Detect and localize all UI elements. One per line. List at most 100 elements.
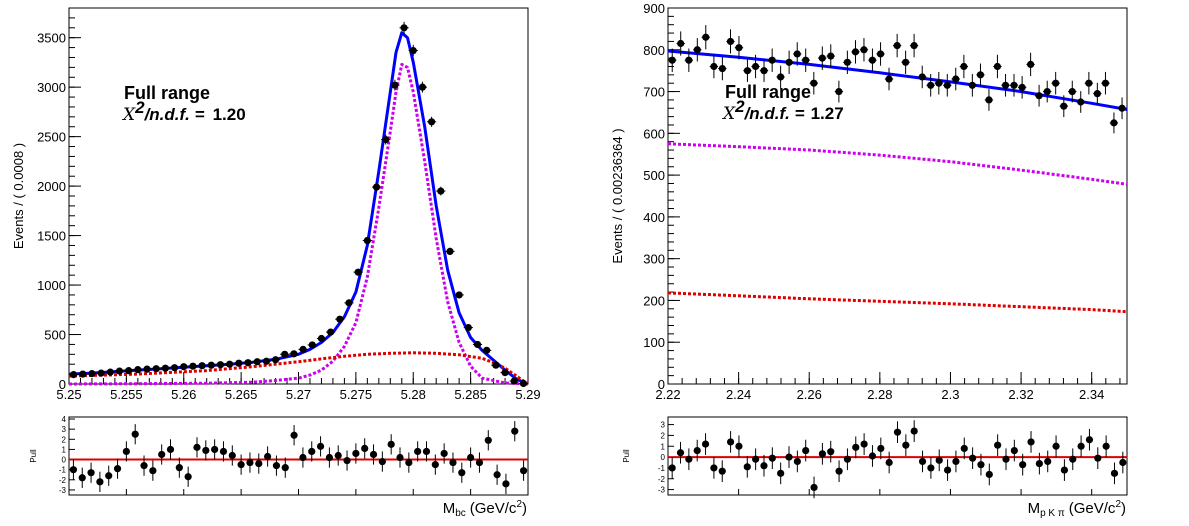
right-x-tick-label: 2.24 — [726, 387, 751, 402]
right-data-point — [693, 46, 701, 54]
right-pull-y-tick-label: 1 — [661, 442, 666, 451]
right-pull-point — [1019, 461, 1027, 469]
right-pull-point — [810, 483, 818, 492]
right-data-point — [1010, 81, 1018, 89]
right-y-tick-label: 600 — [643, 126, 665, 141]
right-pull-point — [843, 455, 852, 463]
right-x-tick-label: 2.3 — [941, 387, 959, 402]
right-pull-point — [893, 428, 902, 436]
left-data-point — [336, 315, 344, 323]
right-data-point — [851, 48, 860, 56]
left-data-point — [317, 334, 326, 343]
left-y-tick-label: 2500 — [37, 130, 66, 145]
right-data-point — [685, 56, 693, 64]
left-data-point — [189, 362, 197, 370]
left-pull-point — [149, 467, 157, 475]
right-data-point — [1118, 104, 1126, 112]
left-pull-point — [369, 450, 378, 459]
left-pull-point — [69, 466, 78, 474]
left-pull-point — [131, 430, 139, 438]
left-pull-y-tick-label: -3 — [59, 486, 67, 495]
right-pull-point — [777, 469, 785, 477]
right-pull-point — [918, 457, 927, 466]
left-data-point — [125, 367, 133, 375]
right-data-point — [827, 52, 835, 60]
right-pull-point — [1119, 458, 1127, 467]
right-data-point — [710, 62, 718, 71]
left-data-point — [271, 356, 280, 364]
right-pull-point — [793, 457, 801, 466]
left-pull-point — [440, 449, 448, 458]
left-x-tick-label: 5.29 — [515, 387, 540, 402]
left-pull-point — [122, 447, 130, 456]
right-pull-point — [685, 455, 693, 463]
left-pull-point — [458, 469, 466, 477]
right-pull-point — [1010, 446, 1018, 455]
left-data-point — [501, 369, 509, 377]
right-data-point — [760, 67, 768, 75]
left-data-point — [290, 350, 298, 358]
left-pull-point — [105, 472, 113, 480]
left-pull-point — [422, 447, 431, 456]
left-data-point — [281, 350, 289, 358]
right-pull-point — [1002, 455, 1010, 463]
right-data-point — [902, 58, 910, 66]
left-pull-point — [228, 451, 236, 460]
left-data-point — [391, 81, 399, 89]
right-pull-y-tick-label: 3 — [661, 421, 666, 430]
left-y-tick-label: 3500 — [37, 31, 66, 46]
left-pull-point — [396, 453, 404, 462]
left-pull-point — [493, 471, 501, 479]
left-y-axis-label: Events / ( 0.0008 ) — [11, 143, 26, 249]
right-pull-point — [994, 441, 1002, 449]
right-pull-point — [868, 452, 877, 460]
right-data-point — [927, 81, 935, 89]
left-data-point — [180, 363, 188, 371]
right-y-tick-label: 700 — [643, 85, 665, 100]
left-pull-point — [387, 440, 395, 448]
left-x-tick-label: 5.275 — [340, 387, 373, 402]
left-data-point — [143, 365, 151, 373]
left-pull-point — [96, 478, 104, 486]
right-pull-point — [726, 438, 735, 446]
left-pull-point — [87, 469, 95, 477]
left-pull-point — [158, 450, 166, 459]
right-data-point — [751, 62, 760, 71]
right-background-curve — [667, 291, 1128, 314]
left-pull-point — [343, 456, 351, 465]
right-annotation-title: Full range — [725, 82, 811, 102]
left-annotation-title: Full range — [124, 83, 210, 103]
right-x-tick-label: 2.32 — [1008, 387, 1033, 402]
right-pull-y-tick-label: -3 — [658, 486, 666, 495]
left-pull-point — [246, 458, 254, 467]
left-data-point — [253, 358, 261, 366]
right-data-point — [677, 39, 685, 48]
left-pull-point — [449, 458, 457, 467]
right-pull-point — [1077, 442, 1085, 450]
right-main-marks: 0 100 200 300 400 500 600 700 800 900 2.22 2.24 2.26… — [643, 1, 1128, 402]
left-data-point — [115, 367, 124, 375]
left-main-marks: 0 500 1000 1500 2000 2500 3000 3500 5.25 5.255 5.2… — [37, 7, 541, 402]
right-data-point — [1018, 83, 1026, 91]
right-data-point — [802, 56, 810, 64]
left-pull-label: Pull — [29, 449, 38, 463]
right-pull-point — [1102, 442, 1110, 450]
left-x-tick-label: 5.26 — [171, 387, 196, 402]
right-pull-point — [1035, 459, 1043, 468]
right-pull-point — [676, 449, 685, 457]
left-y-tick-label: 0 — [59, 377, 66, 392]
left-pull-point — [272, 462, 281, 470]
right-data-point — [1027, 60, 1035, 68]
left-pull-point — [467, 453, 475, 462]
right-data-point — [976, 71, 985, 79]
right-data-point — [918, 73, 926, 81]
right-y-tick-label: 500 — [643, 168, 665, 183]
right-data-point — [985, 96, 993, 104]
right-pull-point — [668, 464, 676, 472]
left-data-point — [69, 371, 78, 379]
right-data-point — [1110, 119, 1118, 127]
right-data-point — [1035, 92, 1043, 100]
right-pull-label: Pull — [622, 449, 631, 463]
left-y-tick-label: 500 — [44, 328, 66, 343]
